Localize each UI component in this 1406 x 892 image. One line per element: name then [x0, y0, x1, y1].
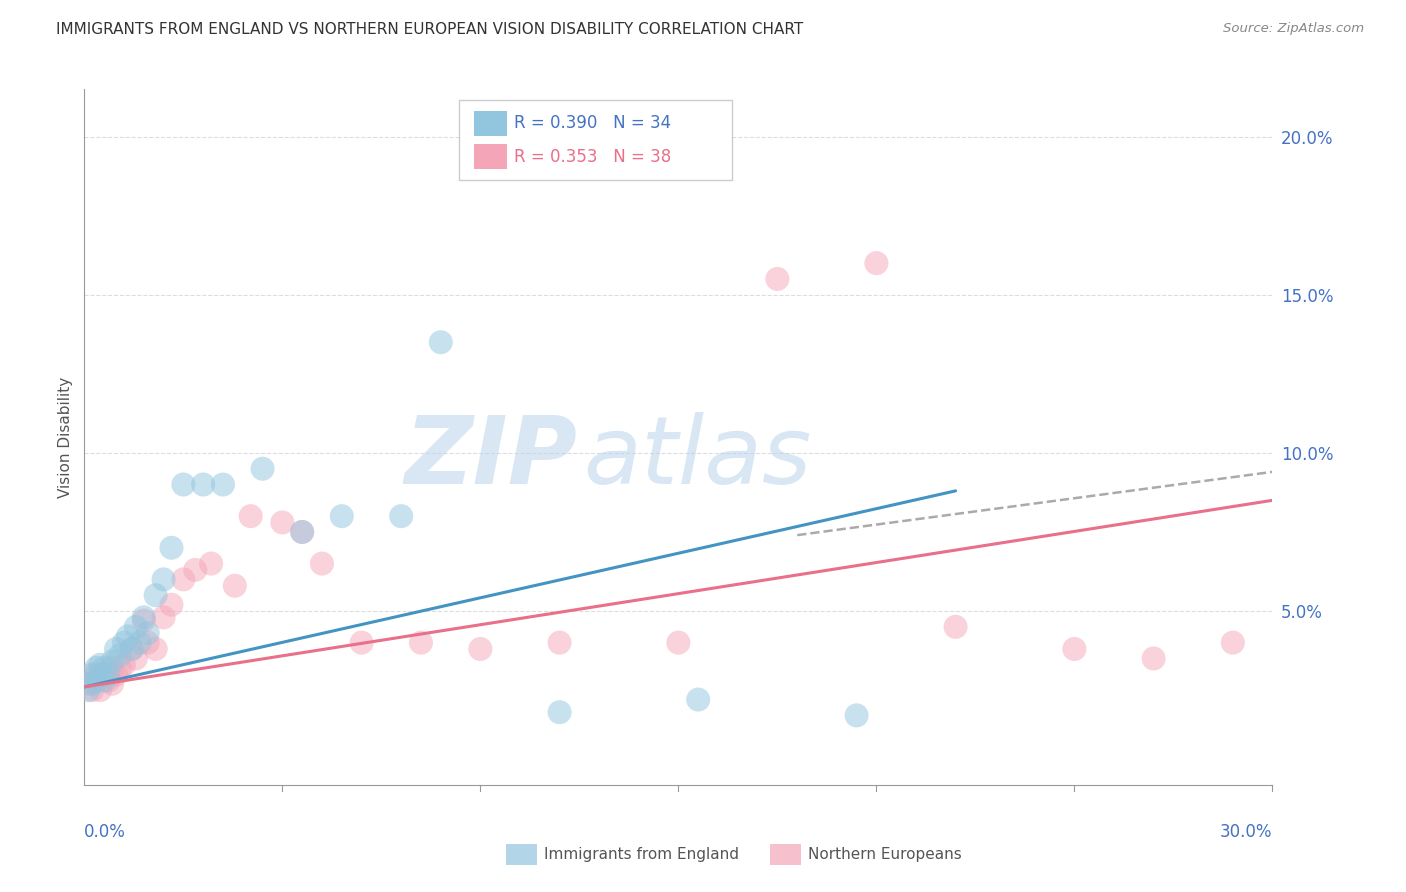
Point: [160, 541, 183, 555]
Point: [766, 272, 789, 286]
Point: [93, 673, 115, 688]
Point: [271, 516, 294, 530]
Text: 30.0%: 30.0%: [1220, 823, 1272, 841]
FancyBboxPatch shape: [458, 100, 733, 179]
Point: [688, 692, 710, 706]
Text: R = 0.353   N = 38: R = 0.353 N = 38: [515, 148, 672, 166]
Point: [152, 573, 174, 587]
Point: [84, 661, 107, 675]
Point: [101, 677, 124, 691]
Point: [82, 667, 104, 681]
Point: [224, 579, 246, 593]
FancyBboxPatch shape: [474, 145, 508, 169]
Point: [470, 642, 492, 657]
Point: [191, 477, 215, 491]
Point: [136, 635, 159, 649]
Point: [160, 598, 183, 612]
Point: [125, 651, 148, 665]
Point: [108, 648, 131, 663]
Point: [184, 563, 207, 577]
Point: [152, 610, 174, 624]
Point: [125, 620, 148, 634]
Point: [84, 673, 107, 688]
Point: [132, 610, 155, 624]
Point: [945, 620, 967, 634]
Point: [409, 635, 432, 649]
Point: [548, 705, 571, 719]
Point: [1222, 635, 1244, 649]
Text: atlas: atlas: [583, 412, 811, 503]
Text: Source: ZipAtlas.com: Source: ZipAtlas.com: [1223, 22, 1364, 36]
Point: [668, 635, 690, 649]
Point: [97, 667, 120, 681]
Point: [121, 642, 143, 657]
Text: Northern Europeans: Northern Europeans: [808, 847, 962, 862]
Point: [330, 509, 353, 524]
Point: [97, 673, 120, 688]
Point: [548, 635, 571, 649]
Y-axis label: Vision Disability: Vision Disability: [58, 376, 73, 498]
Point: [93, 667, 115, 681]
Point: [105, 667, 128, 681]
Point: [136, 626, 159, 640]
Point: [430, 335, 453, 350]
Point: [128, 635, 150, 649]
Point: [108, 661, 131, 675]
Point: [291, 524, 314, 539]
Point: [172, 573, 194, 587]
Point: [212, 477, 235, 491]
Point: [239, 509, 262, 524]
Point: [89, 683, 111, 698]
Point: [865, 256, 887, 270]
Point: [311, 557, 333, 571]
Point: [1143, 651, 1166, 665]
Point: [145, 642, 167, 657]
Point: [84, 667, 107, 681]
Point: [350, 635, 373, 649]
Point: [89, 667, 111, 681]
Point: [101, 655, 124, 669]
Text: 0.0%: 0.0%: [84, 823, 127, 841]
Text: IMMIGRANTS FROM ENGLAND VS NORTHERN EUROPEAN VISION DISABILITY CORRELATION CHART: IMMIGRANTS FROM ENGLAND VS NORTHERN EURO…: [56, 22, 803, 37]
Point: [93, 661, 115, 675]
Point: [200, 557, 222, 571]
Point: [112, 635, 135, 649]
FancyBboxPatch shape: [474, 111, 508, 136]
Point: [82, 683, 104, 698]
Text: R = 0.390   N = 34: R = 0.390 N = 34: [515, 114, 672, 132]
Point: [132, 614, 155, 628]
Point: [105, 642, 128, 657]
Point: [252, 461, 274, 475]
Point: [1063, 642, 1085, 657]
Point: [112, 657, 135, 672]
Point: [101, 661, 124, 675]
Point: [77, 677, 100, 691]
Point: [145, 588, 167, 602]
Text: ZIP: ZIP: [405, 412, 578, 504]
Point: [291, 524, 314, 539]
Point: [77, 683, 100, 698]
Point: [89, 657, 111, 672]
Point: [121, 642, 143, 657]
Point: [82, 677, 104, 691]
Point: [845, 708, 868, 723]
Point: [117, 629, 139, 643]
Text: Immigrants from England: Immigrants from England: [544, 847, 740, 862]
Point: [172, 477, 194, 491]
Point: [389, 509, 412, 524]
Point: [84, 673, 107, 688]
